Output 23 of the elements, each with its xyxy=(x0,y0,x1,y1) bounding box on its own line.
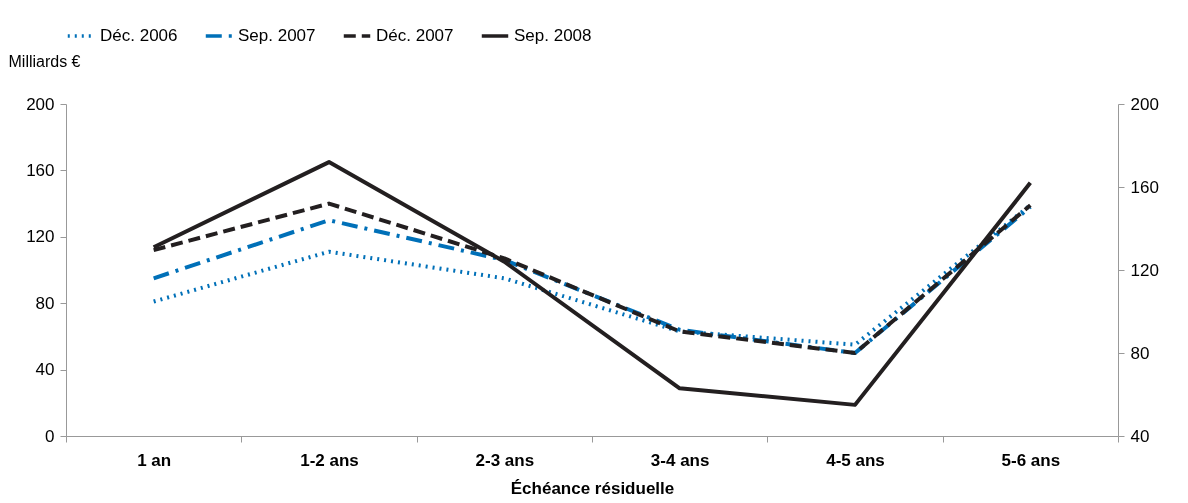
x-tick-label: 4-5 ans xyxy=(826,450,885,470)
y-axis-title: Milliards € xyxy=(8,52,81,70)
x-axis-title: Échéance résiduelle xyxy=(510,478,675,498)
x-tick-label: 2-3 ans xyxy=(475,450,535,470)
legend-label: Sep. 2007 xyxy=(238,26,316,45)
legend-label: Déc. 2007 xyxy=(376,26,454,45)
y2-tick-label: 120 xyxy=(1130,260,1159,280)
x-tick-label: 5-6 ans xyxy=(1001,450,1061,470)
y2-tick-label: 200 xyxy=(1130,94,1159,114)
legend-label: Déc. 2006 xyxy=(100,26,178,45)
y2-tick-label: 40 xyxy=(1130,426,1150,446)
x-tick-label: 1 an xyxy=(137,450,172,470)
legend-label: Sep. 2008 xyxy=(514,26,592,45)
y2-tick-label: 160 xyxy=(1130,177,1159,197)
x-tick-label: 3-4 ans xyxy=(650,450,710,470)
y-tick-label: 160 xyxy=(26,160,55,180)
y-tick-label: 0 xyxy=(45,426,55,446)
y-tick-label: 40 xyxy=(35,360,55,380)
y-tick-label: 200 xyxy=(26,94,55,114)
y-tick-label: 80 xyxy=(35,293,55,313)
y2-tick-label: 80 xyxy=(1130,343,1150,363)
x-tick-label: 1-2 ans xyxy=(300,450,359,470)
y-tick-label: 120 xyxy=(26,227,55,247)
